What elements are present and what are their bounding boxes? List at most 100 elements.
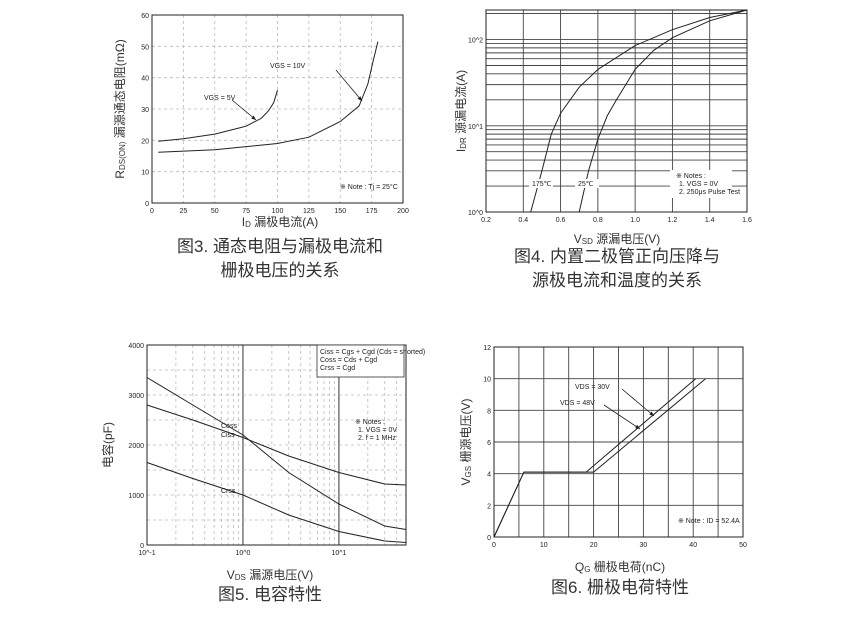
legend-entry: Coss = Cds + Cgd (320, 357, 377, 364)
x-tick-label: 0 (150, 208, 154, 215)
series-line-25- (578, 9, 748, 213)
x-tick-label: 10^0 (235, 550, 250, 557)
series-line-coss (146, 377, 407, 530)
y-tick-label: 10^0 (468, 210, 483, 217)
note-text: 2. 250μs Pulse Test (679, 189, 740, 196)
note-text: 2. f = 1 MHz (358, 435, 396, 442)
notes-box (670, 170, 732, 198)
annotation-arrow (231, 99, 257, 121)
series-label: Crss (221, 488, 236, 495)
chart-5: 10^-1 10^0 10^1 0 1000 2000 3000 4000 VDS 漏源电压(V… (100, 343, 425, 604)
x-tick-label: 1.6 (742, 217, 752, 224)
x-tick-label: 0 (492, 542, 496, 549)
legend-entry: Ciss = Cgs + Cgd (Cds = shorted) (320, 349, 425, 356)
y-axis-label: VGS 栅源电压(V) (458, 399, 473, 486)
arrow-head-icon (649, 411, 654, 416)
legend-entry: Crss = Cgd (320, 365, 355, 372)
grid (152, 15, 403, 203)
y-tick-label: 4 (487, 472, 491, 479)
x-tick-label: 40 (689, 542, 697, 549)
series-line-vds-48v (493, 378, 706, 538)
x-tick-label: 10^-1 (138, 550, 155, 557)
x-tick-label: 1.0 (630, 217, 640, 224)
x-tick-label: 175 (366, 208, 378, 215)
note-text: ※ Notes : (355, 419, 385, 426)
grid (494, 347, 743, 537)
x-tick-label: 100 (272, 208, 284, 215)
x-axis-label: ID 漏极电流(A) (242, 215, 318, 229)
x-tick-label: 25 (179, 208, 187, 215)
arrow-head-icon (251, 115, 256, 120)
chart-3: 0 25 50 75 100 125 150 175 200 0 10 20 30 40 50 60 ID 漏极… (113, 13, 409, 280)
x-tick-label: 150 (334, 208, 346, 215)
note-text: ※ Notes : (676, 173, 706, 180)
figure-caption: 图4. 内置二极管正向压降与 (514, 247, 720, 266)
y-axis-label: RDS(ON) 漏源通态电阻(mΩ) (113, 39, 127, 178)
y-tick-label: 0 (487, 535, 491, 542)
y-tick-label: 0 (140, 543, 144, 550)
series-line-ciss (146, 404, 407, 486)
note-text: 1. VGS = 0V (358, 427, 397, 434)
x-tick-label: 125 (303, 208, 315, 215)
annotation-arrow (335, 69, 363, 102)
x-axis-label: VDS 漏源电压(V) (227, 568, 313, 582)
y-tick-label: 10 (483, 377, 491, 384)
figure-caption: 栅极电压的关系 (221, 261, 340, 280)
series-label: VDS = 30V (575, 384, 610, 391)
y-tick-label: 40 (141, 76, 149, 83)
plot-frame (151, 14, 404, 204)
x-tick-label: 1.4 (705, 217, 715, 224)
series-line-175- (530, 9, 748, 213)
y-tick-label: 1000 (128, 493, 144, 500)
y-tick-label: 20 (141, 138, 149, 145)
plot-frame (146, 344, 407, 546)
figure-caption: 图5. 电容特性 (218, 585, 322, 604)
x-tick-label: 0.6 (556, 217, 566, 224)
note-text: ※ Note : ID = 52.4A (678, 518, 740, 525)
figure-caption: 源极电流和温度的关系 (532, 271, 702, 290)
x-tick-label: 0.8 (593, 217, 603, 224)
y-tick-label: 10 (141, 170, 149, 177)
x-axis-label: QG 栅极电荷(nC) (575, 559, 665, 574)
grid (147, 345, 406, 545)
note-text: ※ Note : Tj = 25°C (340, 183, 398, 191)
series-label: VDS = 48V (560, 400, 595, 407)
figure-caption: 图6. 栅极电荷特性 (551, 578, 689, 597)
y-tick-label: 2 (487, 503, 491, 510)
series-label: VGS = 5V (204, 95, 236, 102)
annotation-arrow (621, 388, 655, 417)
y-tick-label: 2000 (128, 443, 144, 450)
annotation-arrow (603, 404, 641, 430)
x-tick-label: 50 (211, 208, 219, 215)
y-axis-label: 电容(pF) (100, 422, 115, 468)
series-label: Coss (221, 423, 237, 430)
y-tick-label: 12 (483, 345, 491, 352)
x-tick-label: 0.4 (518, 217, 528, 224)
x-tick-label: 1.2 (668, 217, 678, 224)
y-tick-label: 50 (141, 44, 149, 51)
x-tick-label: 10 (540, 542, 548, 549)
x-tick-label: 50 (739, 542, 747, 549)
series-label: 175℃ (532, 181, 552, 188)
series-line-vgs-10v (158, 41, 379, 153)
x-tick-label: 10^1 (331, 550, 346, 557)
legend-box (316, 344, 405, 378)
plot-frame (493, 346, 744, 538)
x-tick-label: 30 (640, 542, 648, 549)
y-tick-label: 0 (145, 201, 149, 208)
y-tick-label: 10^2 (468, 38, 483, 45)
chart-4: 0.2 0.4 0.6 0.8 1.0 1.2 1.4 1.6 10^0 10^1 10^2 VSD … (454, 9, 752, 290)
y-tick-label: 30 (141, 107, 149, 114)
chart-6: 0 10 20 30 40 50 0 2 4 6 8 10 12 QG 栅极电荷(nC) VGS 栅源电压(… (458, 345, 747, 597)
plot-frame (485, 9, 748, 213)
x-tick-label: 0.2 (481, 217, 491, 224)
series-line-crss (146, 462, 407, 543)
series-label: Ciss (221, 432, 235, 439)
y-tick-label: 10^1 (468, 124, 483, 131)
note-text: 1. VGS = 0V (679, 181, 718, 188)
series-line-vds-30v (493, 378, 697, 538)
series-label: 25℃ (578, 181, 594, 188)
y-axis-label: IDR 源漏电流(A) (454, 70, 468, 152)
